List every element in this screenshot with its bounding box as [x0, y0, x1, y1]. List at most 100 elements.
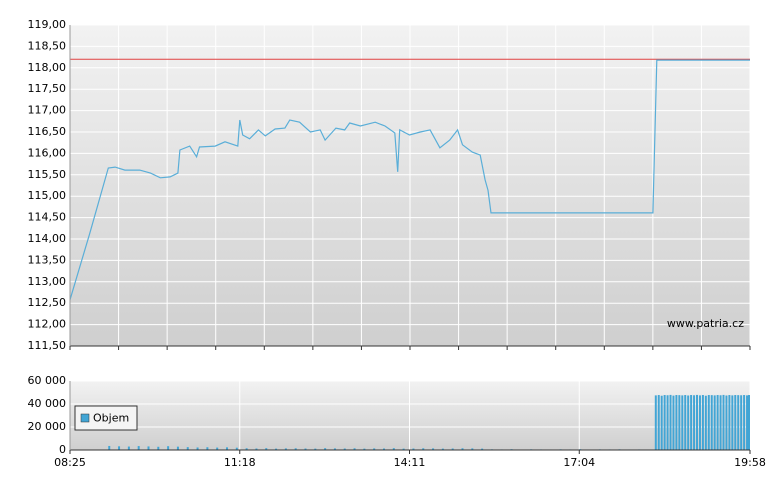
price-line [69, 59, 750, 300]
volume-bar [382, 448, 385, 450]
y-tick-label: 111,50 [28, 339, 67, 352]
volume-bar [704, 395, 707, 450]
volume-bar [402, 448, 405, 450]
volume-bar [333, 448, 336, 450]
volume-bar [740, 395, 743, 450]
volume-bar [441, 448, 444, 450]
volume-bar [663, 395, 666, 450]
volume-bar [461, 448, 464, 450]
y-tick-label: 117,50 [28, 82, 67, 95]
volume-bar [481, 448, 484, 450]
volume-bar [363, 448, 366, 450]
x-tick-label: 17:04 [563, 456, 595, 469]
volume-bar [701, 395, 704, 450]
y-tick-label: 115,00 [28, 189, 67, 202]
x-tick-label: 19:58 [734, 456, 766, 469]
y-tick-label: 112,00 [28, 318, 67, 331]
volume-bar [660, 395, 663, 450]
volume-bar [108, 445, 111, 450]
volume-bar [657, 395, 660, 450]
y-tick-label: 118,00 [28, 61, 67, 74]
volume-bar [471, 448, 474, 450]
volume-bar [746, 395, 749, 450]
y-tick-label: 114,50 [28, 211, 67, 224]
volume-bar [324, 448, 327, 450]
volume-bar [392, 448, 395, 450]
volume-bar [748, 395, 750, 450]
volume-bar [167, 446, 170, 450]
y-tick-label: 60 000 [28, 374, 67, 387]
volume-bar [284, 448, 287, 450]
volume-bar [176, 446, 179, 450]
volume-bar [698, 395, 701, 450]
volume-bar [696, 394, 699, 450]
volume-bar [451, 448, 454, 450]
volume-bar [314, 448, 317, 450]
volume-bar [196, 447, 199, 450]
volume-bar [734, 395, 737, 450]
volume-bar [373, 448, 376, 450]
y-tick-label: 112,50 [28, 296, 67, 309]
volume-bar [147, 446, 150, 450]
volume-bar [265, 448, 268, 450]
y-tick-label: 116,00 [28, 146, 67, 159]
volume-bar [137, 446, 140, 450]
y-tick-label: 113,00 [28, 275, 67, 288]
volume-bar [693, 395, 696, 450]
volume-bar [235, 447, 238, 450]
volume-bar [186, 447, 189, 450]
y-tick-label: 115,50 [28, 168, 67, 181]
y-tick-label: 117,00 [28, 104, 67, 117]
volume-bar [710, 395, 713, 450]
y-tick-label: 116,50 [28, 125, 67, 138]
volume-bar [654, 395, 657, 450]
volume-bar [716, 395, 719, 450]
x-tick-label: 14:11 [394, 456, 426, 469]
volume-bar [304, 448, 307, 450]
volume-bar [681, 395, 684, 450]
volume-bar [127, 446, 130, 450]
volume-bar [737, 395, 740, 450]
volume-bar [675, 395, 678, 450]
volume-bar [684, 395, 687, 450]
volume-bar [157, 446, 160, 450]
volume-bar [255, 448, 258, 450]
volume-bar [353, 448, 356, 450]
volume-bar [672, 395, 675, 450]
volume-bar [432, 448, 435, 450]
volume-bar [728, 395, 731, 450]
y-tick-label: 40 000 [28, 397, 67, 410]
volume-bar [206, 447, 209, 450]
volume-bar [725, 395, 728, 450]
volume-bar [731, 395, 734, 450]
x-tick-label: 11:18 [224, 456, 256, 469]
volume-bar [225, 447, 228, 450]
watermark: www.patria.cz [667, 317, 744, 330]
volume-bar [666, 395, 669, 450]
y-tick-label: 113,50 [28, 253, 67, 266]
volume-bar [422, 448, 425, 450]
volume-bar [722, 394, 725, 450]
volume-bar [275, 448, 278, 450]
volume-bar [713, 395, 716, 450]
y-tick-label: 20 000 [28, 420, 67, 433]
volume-bar [118, 446, 121, 450]
volume-bar [719, 395, 722, 450]
legend-swatch [80, 413, 90, 423]
y-tick-label: 0 [59, 443, 66, 456]
volume-bar [245, 448, 248, 450]
x-tick-label: 08:25 [54, 456, 86, 469]
legend-label: Objem [93, 412, 129, 425]
volume-bar [669, 394, 672, 450]
volume-bar [412, 448, 415, 450]
y-tick-label: 118,50 [28, 39, 67, 52]
volume-bar [687, 395, 690, 450]
volume-bar [343, 448, 346, 450]
y-tick-label: 119,00 [28, 18, 67, 31]
y-tick-label: 114,00 [28, 232, 67, 245]
volume-bar [294, 448, 297, 450]
volume-bar [216, 447, 219, 450]
volume-bar [678, 395, 681, 450]
volume-bar [707, 395, 710, 450]
